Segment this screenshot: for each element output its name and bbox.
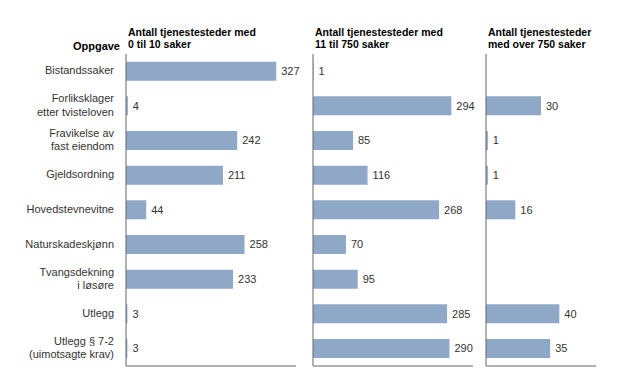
svg-text:Tvangsdekningi løsøre: Tvangsdekningi løsøre bbox=[39, 266, 114, 291]
svg-text:85: 85 bbox=[358, 134, 370, 146]
html-text:Antall tjenestesteder med 11 t: Antall tjenestesteder med 11 til 750 sak… bbox=[315, 26, 443, 50]
svg-text:40: 40 bbox=[564, 308, 576, 320]
svg-text:290: 290 bbox=[454, 342, 472, 354]
svg-text:3: 3 bbox=[132, 308, 138, 320]
svg-text:70: 70 bbox=[351, 238, 363, 250]
svg-text:211: 211 bbox=[228, 169, 246, 181]
svg-text:Hovedstevnevitne: Hovedstevnevitne bbox=[27, 203, 114, 215]
svg-text:1: 1 bbox=[493, 169, 499, 181]
svg-text:1: 1 bbox=[493, 134, 499, 146]
svg-text:Utlegg § 7-2(uimotsagte krav): Utlegg § 7-2(uimotsagte krav) bbox=[29, 335, 114, 360]
svg-text:1: 1 bbox=[318, 65, 324, 77]
svg-text:258: 258 bbox=[250, 238, 268, 250]
svg-text:4: 4 bbox=[133, 100, 139, 112]
svg-text:268: 268 bbox=[444, 204, 462, 216]
svg-text:Gjeldsordning: Gjeldsordning bbox=[46, 168, 114, 180]
svg-text:3: 3 bbox=[132, 342, 138, 354]
html-text:Oppgave: Oppgave bbox=[72, 40, 120, 52]
svg-text:95: 95 bbox=[363, 273, 375, 285]
svg-text:Fravikelse avfast eiendom: Fravikelse avfast eiendom bbox=[49, 127, 114, 152]
svg-text:30: 30 bbox=[546, 100, 558, 112]
svg-text:233: 233 bbox=[238, 273, 256, 285]
svg-text:116: 116 bbox=[373, 169, 391, 181]
html-text:Antall tjenestesteder med over: Antall tjenestesteder med over 750 saker bbox=[488, 26, 592, 50]
html-text:Antall tjenestesteder med 0 ti: Antall tjenestesteder med 0 til 10 saker bbox=[128, 26, 256, 50]
svg-text:242: 242 bbox=[242, 134, 260, 146]
svg-text:Bistandssaker: Bistandssaker bbox=[45, 64, 114, 76]
svg-text:294: 294 bbox=[456, 100, 474, 112]
svg-text:327: 327 bbox=[281, 65, 299, 77]
svg-text:285: 285 bbox=[452, 308, 470, 320]
svg-text:35: 35 bbox=[555, 342, 567, 354]
svg-text:Naturskadeskjønn: Naturskadeskjønn bbox=[25, 238, 114, 250]
svg-text:Utlegg: Utlegg bbox=[82, 307, 114, 319]
svg-text:Forliksklageretter tvisteloven: Forliksklageretter tvisteloven bbox=[37, 92, 114, 117]
svg-text:44: 44 bbox=[151, 204, 163, 216]
svg-text:16: 16 bbox=[520, 204, 532, 216]
